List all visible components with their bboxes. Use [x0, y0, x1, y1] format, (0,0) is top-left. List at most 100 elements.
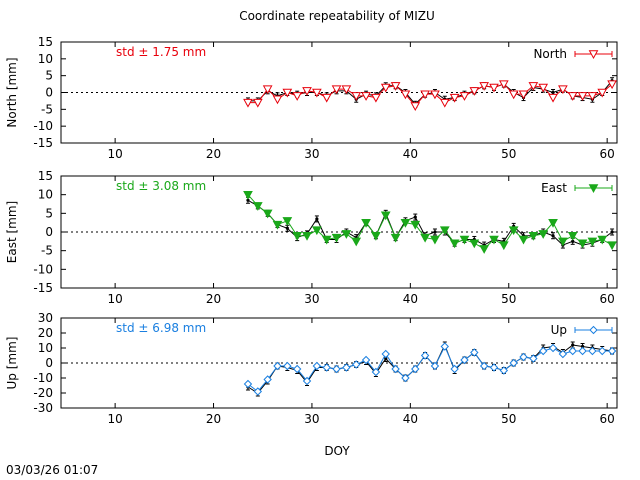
data-point: [489, 235, 499, 245]
x-tick-label: 60: [600, 147, 615, 161]
x-tick-label: 30: [304, 412, 319, 426]
x-tick-label: 20: [206, 147, 221, 161]
x-tick-label: 60: [600, 292, 615, 306]
north-panel: -15 -10 -5 0 5 10 15 10 20 30 40 50 60 North [mm] std …: [5, 35, 618, 161]
y-tick-label: 5: [45, 206, 53, 220]
x-tick-label: 20: [206, 292, 221, 306]
data-point: [479, 361, 489, 371]
reference-point: [315, 217, 319, 221]
data-point: [518, 90, 529, 100]
data-point: [381, 349, 390, 359]
data-point: [519, 352, 528, 362]
x-tick-label: 10: [107, 147, 122, 161]
data-point: [272, 95, 283, 105]
y-tick-label: -15: [33, 281, 53, 295]
data-point: [597, 88, 608, 98]
data-point: [390, 82, 401, 91]
data-point: [400, 218, 411, 228]
data-point: [321, 235, 332, 245]
x-tick-label: 60: [600, 412, 615, 426]
reference-point: [246, 198, 250, 202]
y-tick-label: 5: [45, 69, 53, 83]
legend: Up: [551, 323, 613, 337]
x-tick-label: 10: [107, 412, 122, 426]
reference-point: [384, 356, 388, 361]
data-point: [548, 93, 558, 103]
reference-point: [571, 239, 575, 243]
data-point: [430, 235, 440, 245]
y-tick-label: -10: [33, 262, 53, 276]
data-point: [567, 232, 578, 241]
data-point: [302, 232, 312, 241]
data-point: [341, 230, 352, 239]
data-point: [508, 90, 519, 100]
std-label: std ± 1.75 mm: [116, 45, 206, 59]
reference-point: [285, 226, 289, 230]
x-tick-label: 40: [403, 292, 418, 306]
data-point: [352, 360, 361, 369]
data-point: [322, 363, 331, 372]
data-point: [508, 226, 519, 236]
y-tick-label: -5: [41, 102, 53, 116]
data-point: [282, 217, 293, 226]
data-point: [459, 92, 470, 101]
reference-point: [413, 215, 417, 219]
x-tick-label: 50: [501, 412, 516, 426]
std-label: std ± 3.08 mm: [116, 179, 206, 193]
data-point: [321, 93, 332, 103]
std-label: std ± 6.98 mm: [116, 321, 206, 335]
data-point: [342, 363, 351, 372]
data-point: [568, 346, 577, 356]
reference-point: [433, 230, 437, 234]
east-panel: -15 -10 -5 0 5 10 15 10 20 30 40 50 60 East [mm] std ±…: [5, 169, 618, 306]
data-point: [302, 376, 312, 386]
legend-label: Up: [551, 323, 567, 337]
data-point: [469, 87, 480, 96]
data-point: [361, 218, 371, 228]
data-point: [371, 232, 381, 241]
data-point: [577, 92, 588, 101]
data-point: [479, 245, 490, 254]
data-point: [351, 92, 362, 101]
y-tick-label: -15: [33, 136, 53, 150]
data-point: [528, 82, 539, 91]
series-line: [247, 194, 613, 250]
y-tick-label: 10: [38, 188, 53, 202]
reference-series-line: [247, 343, 613, 394]
data-point: [262, 209, 273, 219]
data-point: [312, 361, 322, 371]
x-tick-label: 40: [403, 147, 418, 161]
y-tick-label: 10: [38, 52, 53, 66]
data-point: [380, 211, 391, 221]
legend: East: [541, 181, 613, 195]
x-tick-label: 20: [206, 412, 221, 426]
data-point: [598, 346, 607, 356]
data-point: [597, 235, 608, 245]
y-tick-label: -30: [33, 401, 53, 415]
y-tick-label: -5: [41, 244, 53, 258]
reference-point: [551, 234, 555, 238]
legend-label: East: [541, 181, 567, 195]
data-point: [410, 220, 421, 230]
data-point: [509, 358, 518, 368]
data-point: [538, 346, 548, 356]
data-point: [450, 364, 459, 374]
data-point: [292, 232, 303, 241]
y-tick-label: 30: [38, 311, 53, 325]
data-point: [420, 233, 430, 243]
data-point: [282, 88, 293, 98]
data-point: [252, 202, 263, 211]
data-point: [449, 239, 460, 249]
y-tick-label: 10: [38, 341, 53, 355]
data-point: [439, 98, 450, 108]
data-point: [302, 87, 312, 96]
data-point: [252, 98, 263, 108]
data-point: [538, 83, 549, 93]
reference-point: [610, 230, 614, 234]
data-point: [420, 90, 430, 100]
legend-marker: [589, 325, 598, 335]
timestamp-label: 03/03/26 01:07: [6, 463, 98, 477]
data-point: [558, 85, 568, 95]
